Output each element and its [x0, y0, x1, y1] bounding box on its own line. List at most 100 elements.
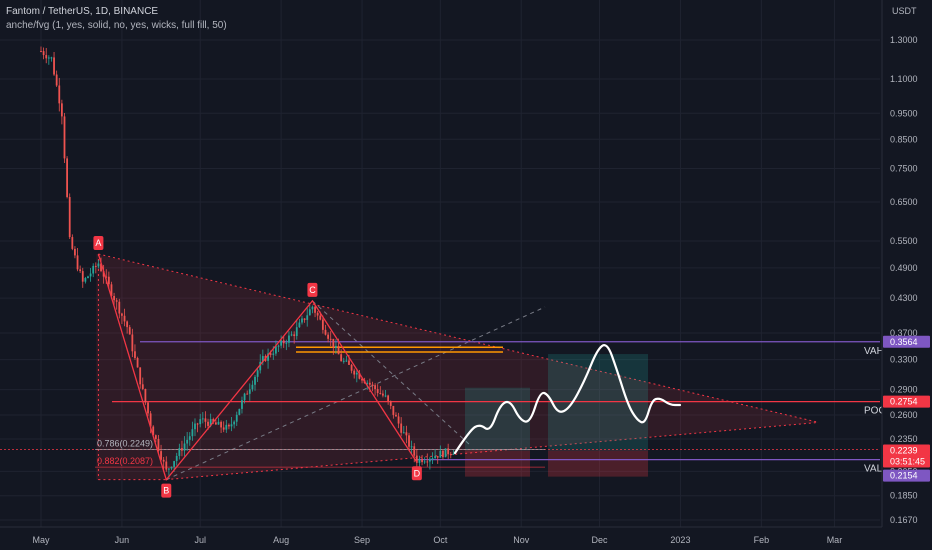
candle [379, 393, 382, 395]
fib-label: 0.786(0.2249) [97, 438, 153, 448]
price-badge-label: 0.2754 [890, 397, 918, 407]
candle [288, 335, 290, 343]
candle [376, 389, 379, 394]
candle [115, 300, 118, 302]
pattern-point-d: D [411, 466, 422, 481]
candle [102, 271, 105, 277]
candle [188, 436, 191, 440]
guide-line-cd [312, 300, 471, 446]
candle [342, 360, 345, 362]
candle [139, 367, 142, 385]
candle [259, 361, 262, 371]
candle [55, 74, 58, 86]
candle [243, 393, 246, 401]
price-badge-label: 0.2154 [890, 471, 918, 481]
x-tick-label: Nov [513, 535, 530, 545]
candle [204, 418, 207, 422]
candle [452, 453, 455, 455]
candle [275, 346, 277, 354]
pattern-point-label: A [95, 238, 101, 248]
pattern-point-b: B [161, 483, 172, 498]
vp-label-vah: VAH [864, 346, 884, 357]
y-tick-label: 0.1850 [890, 491, 918, 501]
candle [449, 454, 452, 456]
candle [230, 424, 233, 427]
candle [162, 459, 165, 462]
x-tick-label: Jul [194, 535, 206, 545]
x-tick-label: Dec [592, 535, 609, 545]
x-tick-label: Oct [433, 535, 448, 545]
candle [186, 439, 189, 444]
candle [280, 340, 283, 346]
candle [141, 384, 144, 390]
candle [118, 301, 121, 314]
candle [170, 466, 173, 469]
y-tick-label: 0.1670 [890, 515, 918, 525]
candle [107, 276, 110, 285]
stop-zone-2 [548, 450, 648, 477]
pattern-point-badge [161, 483, 172, 498]
candle [144, 389, 147, 403]
candle [384, 395, 387, 397]
candle [94, 265, 97, 267]
price-badge-label: 0.3564 [890, 337, 918, 347]
candle [136, 357, 139, 368]
x-tick-label: Jun [115, 535, 130, 545]
candle [225, 424, 228, 430]
price-badge: 0.2154 [883, 469, 930, 482]
candle [167, 468, 170, 470]
candle [340, 354, 343, 362]
y-tick-label: 0.2900 [890, 385, 918, 395]
triangle-upper-line [98, 253, 819, 423]
candle [173, 461, 176, 467]
candle [212, 419, 215, 423]
candle [178, 448, 181, 456]
stop-zone-1 [465, 450, 530, 477]
pattern-point-badge [411, 466, 422, 481]
candle [434, 456, 437, 459]
y-tick-label: 0.2600 [890, 410, 918, 420]
chart-header: Fantom / TetherUS, 1D, BINANCE anche/fvg… [6, 5, 227, 33]
candle [241, 400, 243, 409]
candle [79, 269, 82, 272]
candle [126, 321, 129, 328]
candle [53, 57, 55, 75]
candle [81, 271, 84, 282]
y-tick-label: 0.4300 [890, 293, 918, 303]
candle [387, 395, 390, 402]
candle [97, 263, 100, 267]
candle [400, 423, 403, 433]
candle [121, 313, 123, 316]
candle [89, 273, 92, 277]
candle [246, 393, 249, 395]
y-tick-label: 0.6500 [890, 197, 918, 207]
candle [431, 458, 434, 460]
candle [254, 376, 256, 385]
candle [371, 384, 374, 386]
price-badge-bg [883, 469, 930, 482]
candle [308, 309, 311, 316]
candle [285, 342, 288, 344]
candle [175, 455, 178, 462]
price-badge: 03:51:45 [883, 455, 930, 468]
candle [444, 448, 447, 458]
candle [368, 382, 371, 385]
candle [355, 372, 358, 375]
candle [361, 378, 363, 381]
price-badge-label: 0.2239 [890, 445, 918, 455]
pattern-point-label: C [309, 285, 316, 295]
candle [301, 318, 303, 323]
candle [358, 372, 361, 379]
price-badge: 0.3564 [883, 335, 930, 348]
x-tick-label: 2023 [670, 535, 690, 545]
candle [209, 419, 212, 426]
candle [295, 327, 298, 336]
candle [66, 158, 68, 198]
candle [348, 360, 350, 365]
candle [160, 451, 162, 460]
candle [261, 356, 264, 362]
candle [123, 315, 126, 322]
candle [60, 103, 63, 117]
